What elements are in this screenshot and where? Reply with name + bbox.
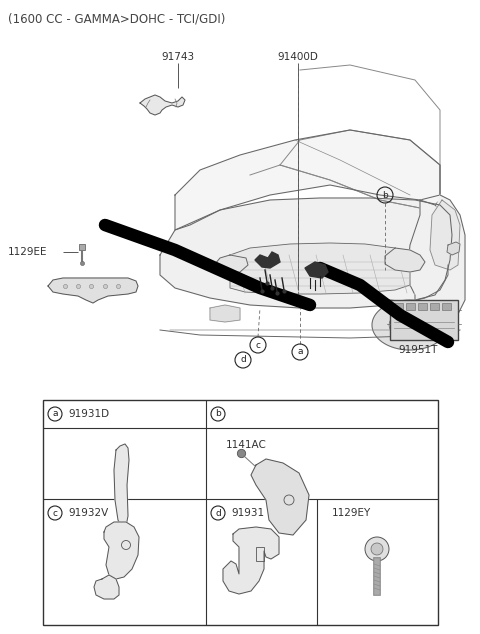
Bar (394, 303, 403, 310)
Polygon shape (430, 200, 460, 270)
Polygon shape (210, 305, 240, 322)
Text: c: c (255, 340, 261, 349)
Polygon shape (104, 522, 139, 579)
Bar (430, 303, 439, 310)
Polygon shape (385, 248, 425, 272)
Text: a: a (52, 410, 58, 418)
Polygon shape (255, 252, 280, 268)
Text: 91931D: 91931D (68, 409, 109, 419)
Circle shape (365, 537, 389, 561)
Circle shape (371, 543, 383, 555)
Polygon shape (160, 198, 452, 308)
Polygon shape (223, 527, 279, 594)
Polygon shape (280, 130, 440, 210)
Text: 91743: 91743 (161, 52, 194, 62)
Polygon shape (230, 243, 410, 294)
Text: d: d (240, 356, 246, 365)
Bar (406, 303, 415, 310)
Bar (418, 303, 427, 310)
Text: a: a (297, 347, 303, 356)
Text: 91932V: 91932V (68, 508, 108, 518)
Text: b: b (382, 190, 388, 200)
Bar (390, 300, 458, 340)
Text: (1600 CC - GAMMA>DOHC - TCI/GDI): (1600 CC - GAMMA>DOHC - TCI/GDI) (8, 12, 226, 25)
Text: d: d (215, 508, 221, 517)
Polygon shape (140, 95, 185, 115)
Text: 91951T: 91951T (398, 345, 438, 355)
Text: 1141AC: 1141AC (226, 440, 267, 450)
Bar (442, 303, 451, 310)
Bar (256, 547, 264, 561)
Text: c: c (52, 508, 58, 517)
Polygon shape (372, 300, 448, 350)
Polygon shape (94, 575, 119, 599)
Polygon shape (408, 200, 450, 295)
Text: 91931: 91931 (231, 508, 264, 518)
Text: 1129EE: 1129EE (8, 247, 48, 257)
Polygon shape (48, 278, 138, 303)
Polygon shape (215, 255, 248, 274)
Text: 1129EY: 1129EY (332, 508, 371, 518)
Polygon shape (447, 242, 460, 255)
Polygon shape (251, 459, 309, 535)
Polygon shape (305, 262, 328, 278)
Bar (43, 400, 438, 625)
Text: b: b (215, 410, 221, 418)
Polygon shape (415, 195, 465, 330)
Polygon shape (114, 444, 129, 528)
Polygon shape (175, 130, 440, 230)
Text: 91400D: 91400D (277, 52, 318, 62)
